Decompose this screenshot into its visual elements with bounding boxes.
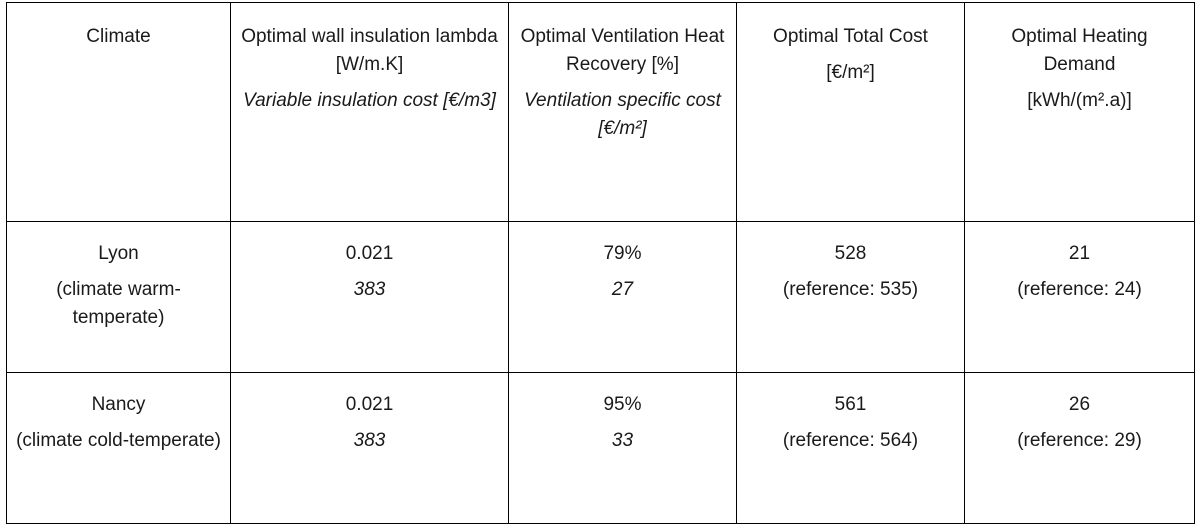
table-row: Nancy (climate cold-temperate) 0.021 383… xyxy=(6,372,1195,524)
header-ventilation-sub: Ventilation specific cost [€/m²] xyxy=(524,90,721,139)
header-row: Climate Optimal wall insulation lambda [… xyxy=(6,2,1195,222)
header-total-cost-unit: [€/m²] xyxy=(826,62,875,83)
ventilation-cost-value: 27 xyxy=(611,279,634,300)
total-cost-reference: (reference: 535) xyxy=(782,279,919,300)
total-cost-value: 528 xyxy=(834,243,867,264)
insulation-cell: 0.021 383 xyxy=(230,221,509,373)
header-insulation: Optimal wall insulation lambda [W/m.K] V… xyxy=(230,2,509,222)
insulation-cost-value: 383 xyxy=(353,279,386,300)
header-ventilation: Optimal Ventilation Heat Recovery [%] Ve… xyxy=(508,2,737,222)
lambda-value: 0.021 xyxy=(345,394,394,415)
lambda-value: 0.021 xyxy=(345,243,394,264)
heating-cell: 26 (reference: 29) xyxy=(964,372,1195,524)
header-climate: Climate xyxy=(6,2,231,222)
city-climate: (climate warm-temperate) xyxy=(56,279,181,328)
heat-recovery-value: 95% xyxy=(603,394,642,415)
ventilation-cell: 79% 27 xyxy=(508,221,737,373)
header-ventilation-title: Optimal Ventilation Heat Recovery [%] xyxy=(520,26,725,75)
header-heating-title: Optimal Heating Demand xyxy=(1011,26,1148,75)
total-cost-cell: 528 (reference: 535) xyxy=(736,221,965,373)
header-climate-label: Climate xyxy=(86,26,151,47)
header-heating: Optimal Heating Demand [kWh/(m².a)] xyxy=(964,2,1195,222)
ventilation-cell: 95% 33 xyxy=(508,372,737,524)
heat-recovery-value: 79% xyxy=(603,243,642,264)
city-cell: Lyon (climate warm-temperate) xyxy=(6,221,231,373)
city-cell: Nancy (climate cold-temperate) xyxy=(6,372,231,524)
heating-reference: (reference: 29) xyxy=(1017,430,1142,451)
heating-demand-value: 21 xyxy=(1068,243,1091,264)
insulation-cost-value: 383 xyxy=(353,430,386,451)
heating-reference: (reference: 24) xyxy=(1017,279,1142,300)
insulation-cell: 0.021 383 xyxy=(230,372,509,524)
header-insulation-sub: Variable insulation cost [€/m3] xyxy=(243,90,496,111)
results-table: Climate Optimal wall insulation lambda [… xyxy=(6,2,1195,524)
city-name: Lyon xyxy=(98,243,139,264)
city-climate: (climate cold-temperate) xyxy=(16,430,221,451)
city-name: Nancy xyxy=(91,394,146,415)
table-row: Lyon (climate warm-temperate) 0.021 383 … xyxy=(6,221,1195,373)
ventilation-cost-value: 33 xyxy=(611,430,634,451)
header-heating-unit: [kWh/(m².a)] xyxy=(1027,90,1132,111)
header-total-cost-title: Optimal Total Cost xyxy=(773,26,928,47)
total-cost-value: 561 xyxy=(834,394,867,415)
heating-demand-value: 26 xyxy=(1068,394,1091,415)
header-insulation-title: Optimal wall insulation lambda [W/m.K] xyxy=(241,26,498,75)
header-total-cost: Optimal Total Cost [€/m²] xyxy=(736,2,965,222)
total-cost-cell: 561 (reference: 564) xyxy=(736,372,965,524)
total-cost-reference: (reference: 564) xyxy=(782,430,919,451)
heating-cell: 21 (reference: 24) xyxy=(964,221,1195,373)
